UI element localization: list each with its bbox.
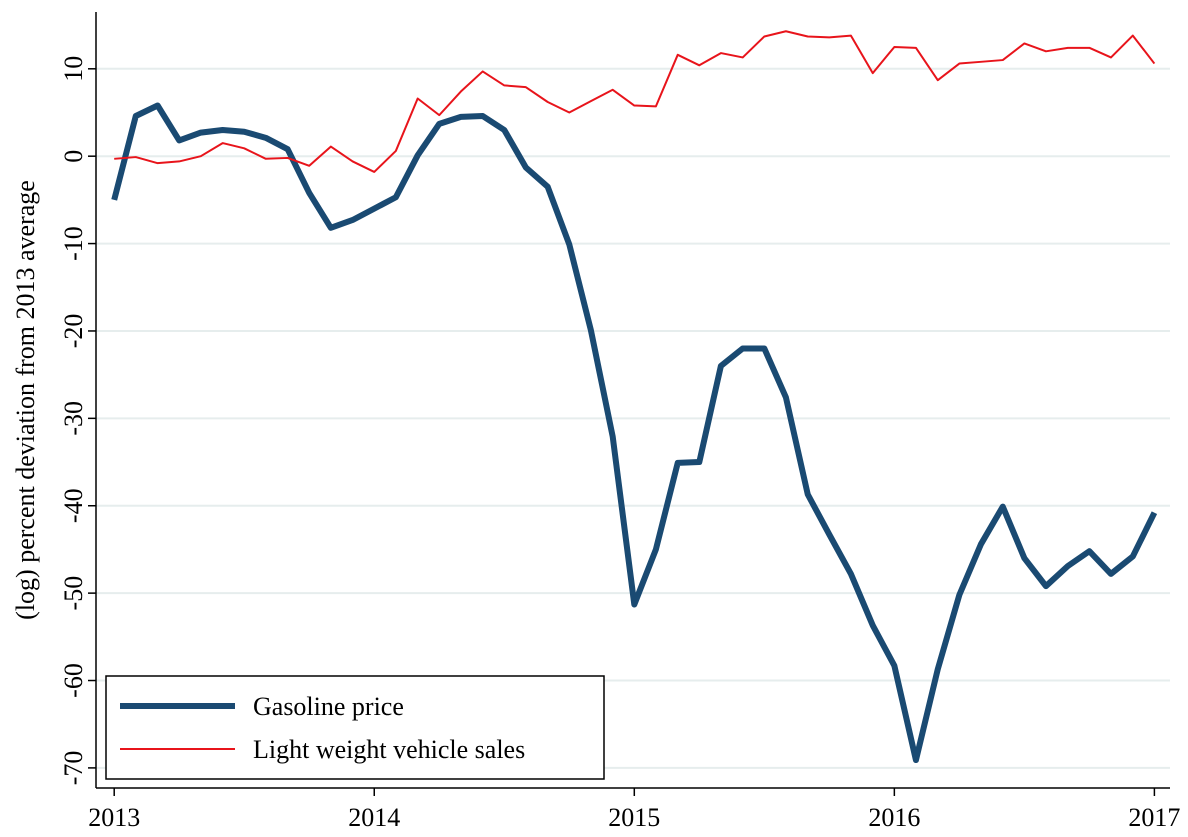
y-tick-label: -60 (59, 663, 88, 698)
x-tick-label: 2016 (868, 803, 920, 832)
x-tick-label: 2013 (88, 803, 140, 832)
y-tick-label: 0 (59, 150, 88, 163)
x-tick-label: 2015 (608, 803, 660, 832)
series-line (114, 30, 1156, 173)
y-tick-label: 10 (59, 56, 88, 82)
y-tick-label: -30 (59, 401, 88, 436)
legend-label: Light weight vehicle sales (253, 735, 525, 764)
legend: Gasoline price Light weight vehicle sales (105, 675, 605, 780)
legend-box (105, 675, 605, 780)
y-tick-label: -40 (59, 488, 88, 523)
legend-label: Gasoline price (253, 692, 404, 721)
x-tick-label: 2017 (1128, 803, 1180, 832)
y-tick-label: -70 (59, 751, 88, 786)
x-tick-label: 2014 (348, 803, 400, 832)
y-tick-label: -50 (59, 576, 88, 611)
y-tick-label: -20 (59, 314, 88, 349)
y-tick-label: -10 (59, 226, 88, 261)
y-axis-label: (log) percent deviation from 2013 averag… (11, 180, 40, 620)
series-line (111, 102, 1158, 764)
